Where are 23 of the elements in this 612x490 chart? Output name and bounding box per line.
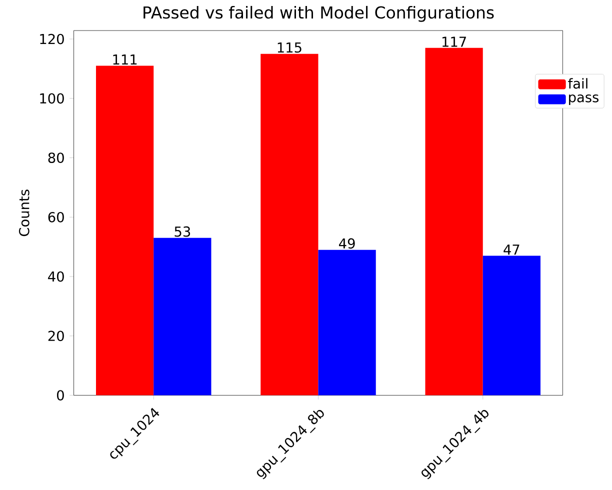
y-tick-label: 100	[40, 93, 64, 104]
legend-label: pass	[569, 94, 599, 106]
y-tick-label: 20	[48, 330, 64, 342]
chart-title: PAssed vs failed with Model Configurations	[144, 6, 494, 22]
data-label: 47	[504, 244, 520, 255]
data-label: 115	[278, 42, 302, 53]
y-tick-label: 80	[48, 152, 64, 163]
bar	[260, 54, 318, 396]
bar	[318, 250, 376, 396]
data-label: 49	[338, 238, 355, 249]
y-tick-label: 0	[57, 390, 64, 401]
bar	[96, 66, 154, 396]
bar	[154, 238, 212, 396]
y-tick-label: 120	[40, 34, 64, 44]
bar	[482, 256, 540, 396]
data-label: 53	[174, 226, 190, 237]
y-tick-label: 60	[48, 212, 64, 222]
legend-label: fail	[568, 78, 588, 89]
y-tick-label: 40	[48, 271, 64, 282]
data-label: 111	[113, 54, 137, 65]
y-axis-title: Counts	[18, 190, 30, 236]
bar	[425, 48, 483, 396]
data-label: 117	[442, 36, 466, 47]
